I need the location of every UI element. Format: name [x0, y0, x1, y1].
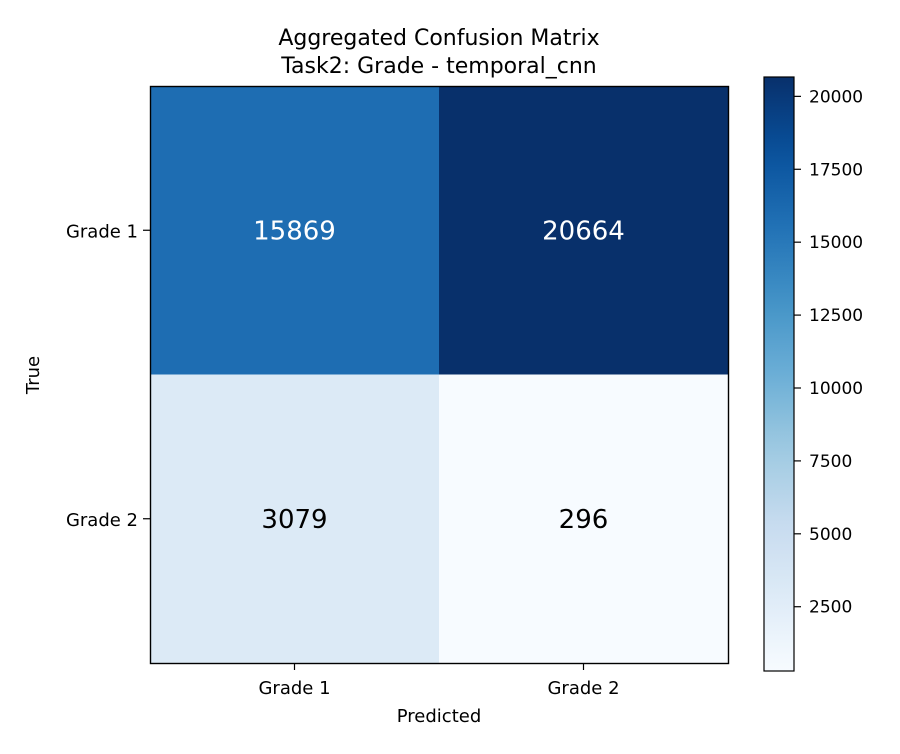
- cell-value-label: 20664: [542, 216, 625, 246]
- y-axis-ticks: Grade 1 Grade 2: [66, 221, 150, 531]
- cell-value-label: 296: [559, 505, 609, 535]
- cell-value-label: 3079: [261, 505, 327, 535]
- x-axis-label: Predicted: [397, 706, 482, 727]
- colorbar-tick-label: 20000: [809, 87, 863, 107]
- chart-title: Aggregated Confusion Matrix: [278, 26, 599, 51]
- heatmap-cell: [150, 86, 440, 375]
- heatmap-cell: [439, 374, 729, 664]
- x-tick-label: Grade 1: [258, 678, 330, 699]
- colorbar-tick-label: 7500: [809, 452, 852, 472]
- colorbar-tick-label: 17500: [809, 160, 863, 180]
- colorbar-tick-label: 5000: [809, 525, 852, 545]
- colorbar-tick-label: 15000: [809, 233, 863, 253]
- heatmap-cells: 15869 20664 3079 296: [150, 86, 729, 664]
- chart-subtitle: Task2: Grade - temporal_cnn: [280, 54, 597, 79]
- y-tick-label: Grade 2: [66, 510, 138, 531]
- colorbar-gradient: [763, 76, 795, 672]
- cell-value-label: 15869: [253, 216, 336, 246]
- y-axis-label: True: [23, 356, 44, 395]
- colorbar: 2500 5000 7500 10000 12500 15000 17500 20000: [763, 76, 863, 672]
- x-tick-label: Grade 2: [547, 678, 619, 699]
- colorbar-tick-label: 2500: [809, 598, 852, 618]
- y-tick-label: Grade 1: [66, 221, 138, 242]
- x-axis-ticks: Grade 1 Grade 2: [258, 663, 620, 699]
- colorbar-tick-label: 12500: [809, 306, 863, 326]
- colorbar-tick-label: 10000: [809, 379, 863, 399]
- plot-frame: [149, 85, 730, 665]
- heatmap-cell: [150, 374, 440, 664]
- heatmap-cell: [439, 86, 729, 375]
